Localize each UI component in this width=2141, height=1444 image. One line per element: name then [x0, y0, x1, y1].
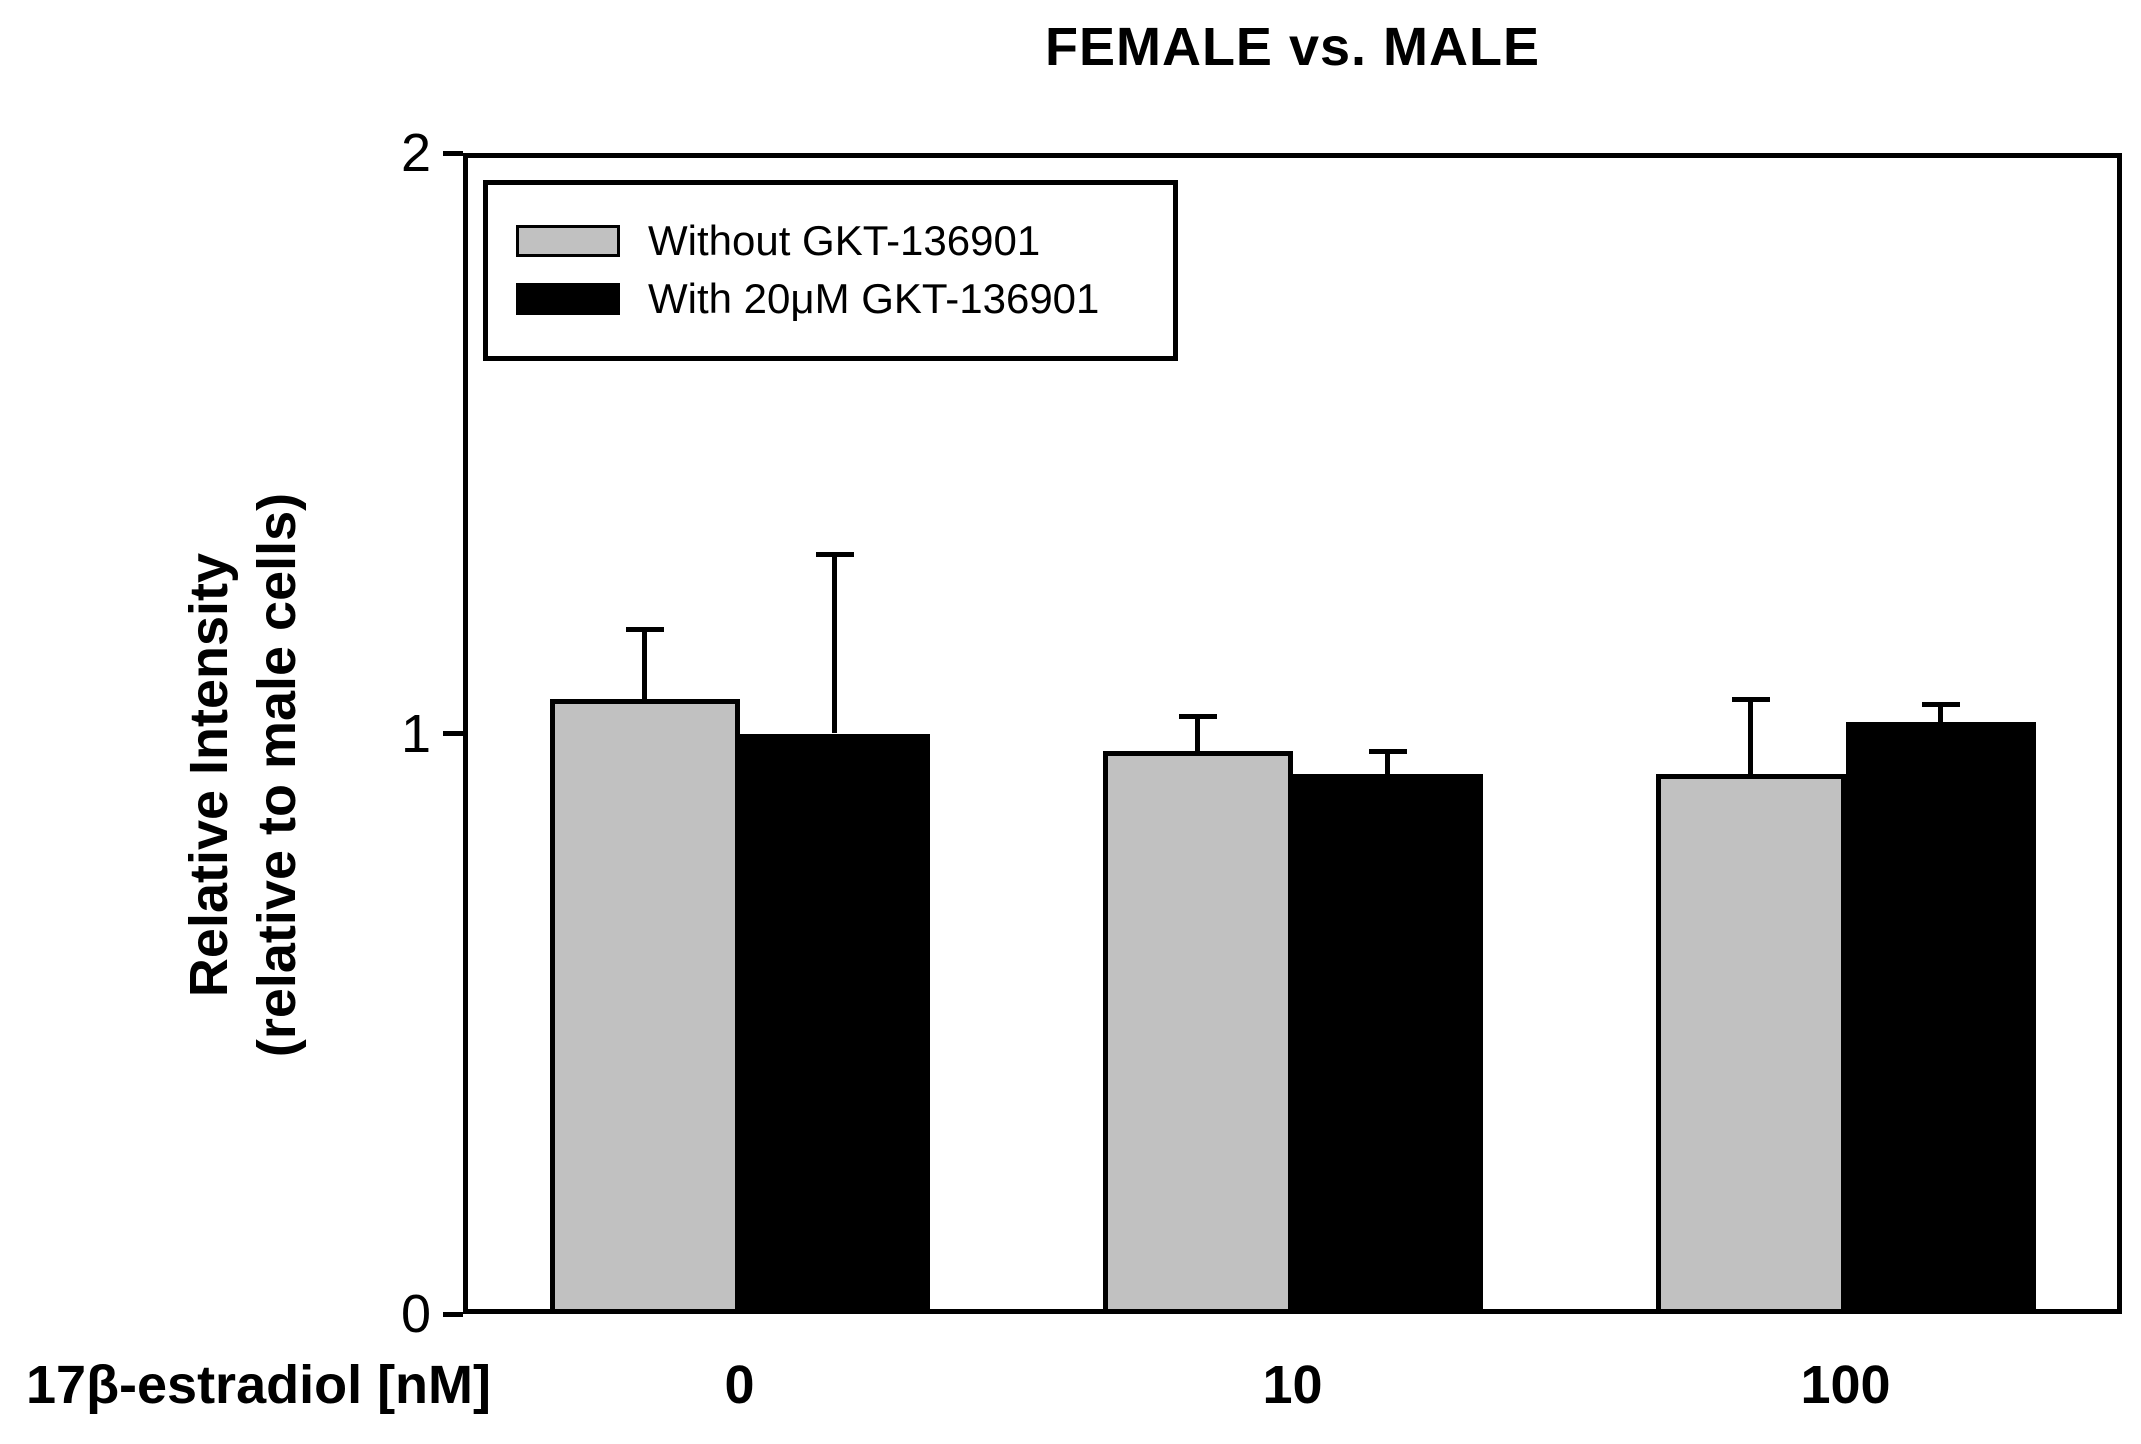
bar-black-cat10: [1292, 774, 1483, 1314]
error-bar-line-gray-cat10: [1195, 716, 1200, 751]
y-tick-label-2: 2: [400, 123, 431, 183]
y-axis-label-line2: (relative to male cells): [247, 492, 307, 1058]
error-bar-cap-black-cat100: [1921, 702, 1960, 708]
bar-black-cat100: [1845, 721, 2036, 1314]
error-bar-line-gray-cat100: [1748, 698, 1753, 775]
legend-row-without: Without GKT-136901: [516, 217, 1041, 264]
x-category-label-100: 100: [1800, 1355, 1891, 1415]
x-axis-label: 17β-estradiol [nM]: [26, 1355, 492, 1415]
x-category-label-0: 0: [724, 1355, 755, 1415]
error-bar-cap-gray-cat100: [1731, 696, 1770, 702]
error-bar-line-gray-cat0: [642, 629, 647, 699]
y-axis-label: Relative Intensity (relative to male cel…: [175, 493, 311, 1057]
error-bar-line-black-cat0: [832, 553, 837, 734]
y-tick-label-1: 1: [400, 703, 431, 764]
error-bar-line-black-cat10: [1385, 750, 1390, 775]
legend-swatch-gray: [516, 225, 620, 257]
legend-label-with: With 20μM GKT-136901: [648, 275, 1100, 322]
legend-label-without: Without GKT-136901: [648, 217, 1041, 264]
y-tick-mark-0: [443, 1311, 463, 1317]
error-bar-cap-black-cat10: [1368, 748, 1407, 754]
legend-swatch-black: [516, 283, 620, 315]
y-tick-mark-2: [443, 150, 463, 156]
bar-gray-cat10: [1102, 750, 1293, 1314]
error-bar-cap-black-cat0: [815, 551, 854, 557]
y-tick-label-0: 0: [400, 1284, 431, 1344]
error-bar-cap-gray-cat10: [1178, 714, 1217, 720]
y-tick-mark-1: [443, 731, 463, 736]
error-bar-line-black-cat100: [1938, 704, 1943, 722]
legend-row-with: With 20μM GKT-136901: [516, 275, 1100, 322]
chart-title: FEMALE vs. MALE: [1044, 17, 1541, 77]
bar-black-cat0: [739, 733, 930, 1314]
legend-box: Without GKT-136901 With 20μM GKT-136901: [483, 180, 1178, 361]
error-bar-cap-gray-cat0: [625, 627, 664, 632]
y-axis-label-line1: Relative Intensity: [179, 552, 239, 998]
bar-gray-cat0: [549, 698, 740, 1314]
bar-gray-cat100: [1655, 774, 1846, 1314]
x-category-label-10: 10: [1262, 1355, 1323, 1415]
